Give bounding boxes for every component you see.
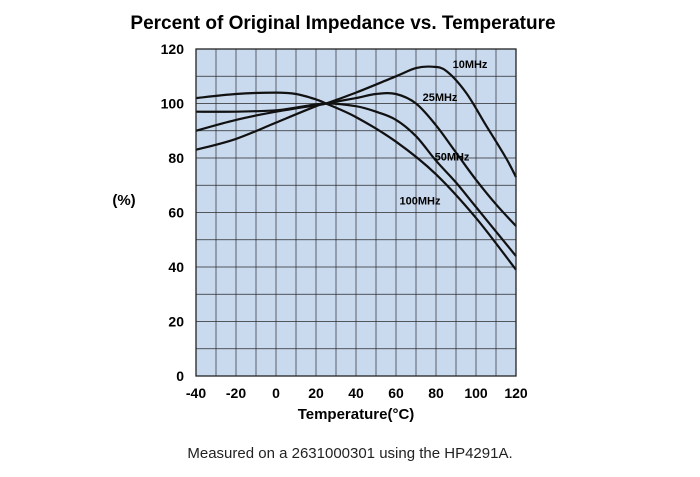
series-label-10mhz: 10MHz xyxy=(453,59,488,71)
y-axis-ticks: 0 20 40 60 80 100 120 xyxy=(161,41,185,384)
impedance-chart: Percent of Original Impedance vs. Temper… xyxy=(112,13,555,423)
y-tick-label: 100 xyxy=(161,96,185,112)
y-tick-label: 60 xyxy=(168,205,184,221)
x-tick-label: 100 xyxy=(464,385,488,401)
caption: Measured on a 2631000301 using the HP429… xyxy=(187,445,513,462)
plot-border xyxy=(195,48,517,377)
y-tick-label: 80 xyxy=(168,150,184,166)
x-tick-label: 0 xyxy=(272,385,280,401)
series-line-50mhz xyxy=(195,102,517,257)
x-tick-label: -40 xyxy=(186,385,206,401)
y-tick-label: 40 xyxy=(168,259,184,275)
series-lines xyxy=(195,65,517,271)
x-tick-label: 120 xyxy=(504,385,528,401)
x-tick-label: 40 xyxy=(348,385,364,401)
series-label-25mhz: 25MHz xyxy=(423,92,458,104)
grid xyxy=(196,49,516,376)
x-tick-label: 20 xyxy=(308,385,324,401)
y-tick-label: 20 xyxy=(168,314,184,330)
x-tick-label: 80 xyxy=(428,385,444,401)
y-axis-label: (%) xyxy=(112,192,135,209)
chart-title: Percent of Original Impedance vs. Temper… xyxy=(130,13,555,34)
series-labels: 10MHz 25MHz 50MHz 100MHz xyxy=(400,59,488,207)
y-tick-label: 120 xyxy=(161,41,185,57)
x-axis-label: Temperature(°C) xyxy=(298,406,415,423)
series-label-50mhz: 50MHz xyxy=(435,152,470,164)
series-label-100mhz: 100MHz xyxy=(400,195,441,207)
y-tick-label: 0 xyxy=(176,368,184,384)
series-line-25mhz xyxy=(195,92,517,227)
series-line-10mhz xyxy=(195,65,517,178)
series-line-100mhz xyxy=(195,91,517,271)
x-axis-ticks: -40 -20 0 20 40 60 80 100 120 xyxy=(186,385,528,401)
x-tick-label: 60 xyxy=(388,385,404,401)
x-tick-label: -20 xyxy=(226,385,246,401)
